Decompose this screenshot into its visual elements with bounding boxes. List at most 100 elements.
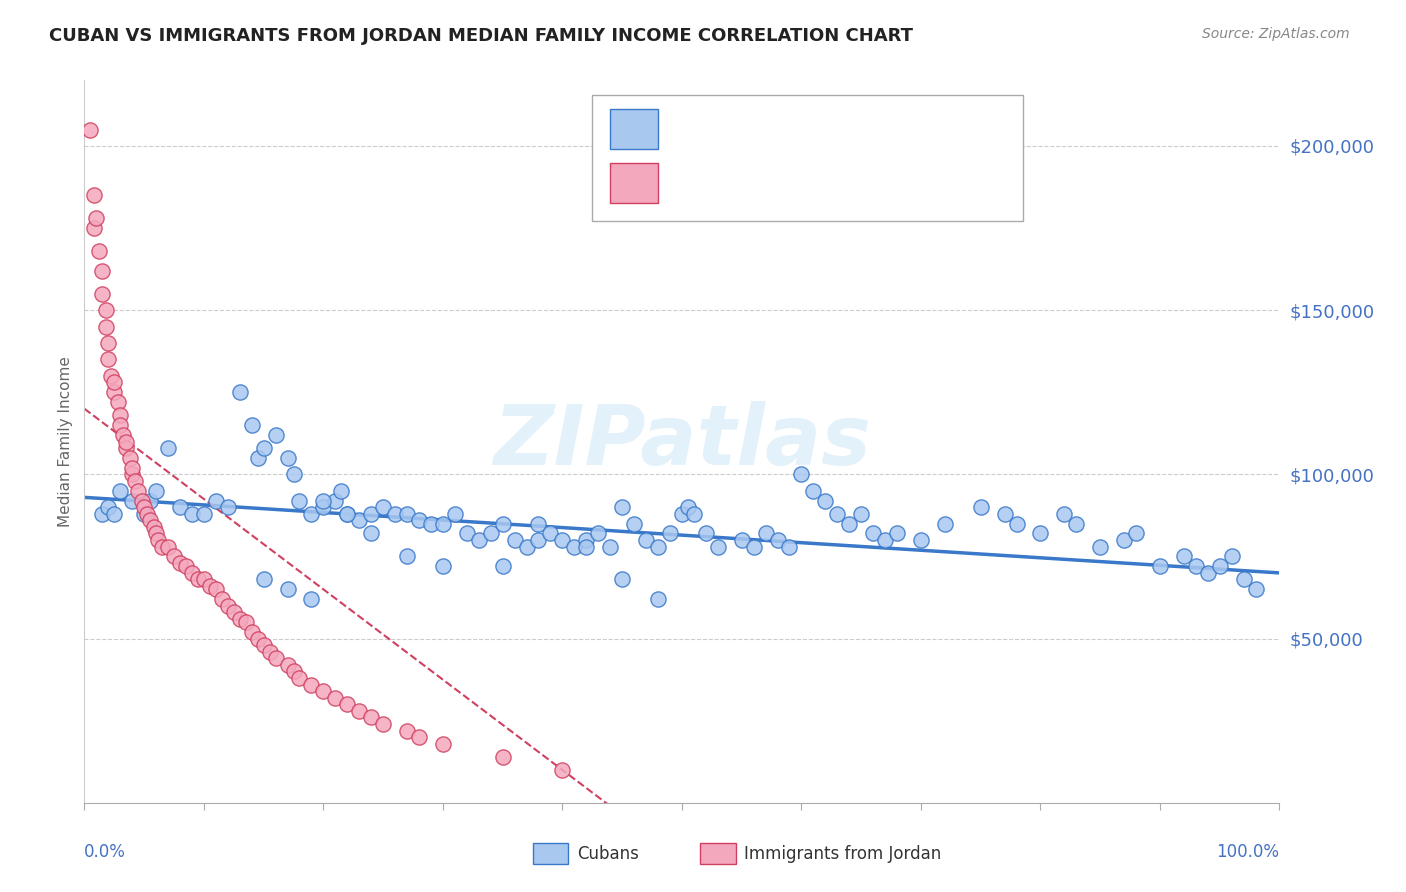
Point bbox=[851, 507, 873, 521]
Point bbox=[875, 533, 897, 547]
Point bbox=[181, 566, 204, 580]
Point bbox=[222, 605, 245, 619]
Point bbox=[492, 516, 515, 531]
Point bbox=[121, 460, 143, 475]
Point bbox=[479, 526, 502, 541]
Point bbox=[132, 500, 156, 515]
Point bbox=[91, 264, 114, 278]
Point bbox=[790, 467, 813, 482]
Point bbox=[349, 513, 371, 527]
Point bbox=[283, 467, 305, 482]
Text: R =: R = bbox=[671, 175, 707, 193]
Point bbox=[456, 526, 478, 541]
Point bbox=[432, 737, 454, 751]
Point bbox=[623, 516, 645, 531]
Point bbox=[862, 526, 884, 541]
Point bbox=[1090, 540, 1112, 554]
Text: Source: ZipAtlas.com: Source: ZipAtlas.com bbox=[1202, 27, 1350, 41]
Point bbox=[503, 533, 526, 547]
Point bbox=[198, 579, 221, 593]
Point bbox=[360, 710, 382, 724]
Text: CUBAN VS IMMIGRANTS FROM JORDAN MEDIAN FAMILY INCOME CORRELATION CHART: CUBAN VS IMMIGRANTS FROM JORDAN MEDIAN F… bbox=[49, 27, 914, 45]
Point bbox=[336, 507, 359, 521]
Point bbox=[707, 540, 730, 554]
Text: N =: N = bbox=[849, 175, 889, 193]
Point bbox=[1066, 516, 1088, 531]
Point bbox=[827, 507, 849, 521]
Point bbox=[193, 507, 215, 521]
Point bbox=[79, 122, 101, 136]
Point bbox=[527, 533, 550, 547]
Point bbox=[127, 483, 149, 498]
Point bbox=[97, 352, 120, 367]
Point bbox=[217, 599, 239, 613]
Point bbox=[111, 428, 134, 442]
Point bbox=[695, 526, 717, 541]
Point bbox=[575, 533, 598, 547]
Point bbox=[373, 500, 395, 515]
Point bbox=[683, 507, 706, 521]
Point bbox=[253, 638, 276, 652]
Point bbox=[994, 507, 1017, 521]
Point bbox=[240, 625, 263, 640]
Point bbox=[253, 441, 276, 455]
Point bbox=[1005, 516, 1028, 531]
Text: 67: 67 bbox=[910, 175, 936, 193]
Point bbox=[229, 385, 252, 400]
Point bbox=[240, 418, 263, 433]
Point bbox=[181, 507, 204, 521]
Point bbox=[115, 441, 138, 455]
Point bbox=[599, 540, 621, 554]
Text: -0.213: -0.213 bbox=[735, 175, 792, 193]
Point bbox=[516, 540, 538, 554]
Point bbox=[139, 513, 162, 527]
Point bbox=[432, 559, 454, 574]
Point bbox=[187, 573, 209, 587]
Point bbox=[492, 559, 515, 574]
Point bbox=[131, 493, 153, 508]
Point bbox=[647, 540, 669, 554]
Point bbox=[121, 493, 143, 508]
Point bbox=[540, 526, 562, 541]
Point bbox=[360, 507, 382, 521]
Point bbox=[612, 573, 634, 587]
Point bbox=[970, 500, 993, 515]
Point bbox=[97, 336, 120, 351]
Point bbox=[94, 319, 117, 334]
Point bbox=[1053, 507, 1076, 521]
Point bbox=[325, 690, 347, 705]
Point bbox=[283, 665, 305, 679]
Point bbox=[277, 657, 299, 672]
Point bbox=[163, 549, 186, 564]
FancyBboxPatch shape bbox=[610, 109, 658, 149]
Text: 100.0%: 100.0% bbox=[1216, 843, 1279, 861]
Text: 0.0%: 0.0% bbox=[84, 843, 127, 861]
Point bbox=[612, 500, 634, 515]
Point bbox=[814, 493, 837, 508]
Point bbox=[312, 684, 335, 698]
Point bbox=[139, 493, 162, 508]
Point bbox=[100, 368, 122, 383]
Point bbox=[301, 507, 323, 521]
Point bbox=[588, 526, 610, 541]
Point bbox=[325, 493, 347, 508]
Text: -0.220: -0.220 bbox=[735, 119, 792, 136]
Point bbox=[1173, 549, 1195, 564]
Text: ZIPatlas: ZIPatlas bbox=[494, 401, 870, 482]
Point bbox=[1149, 559, 1171, 574]
Point bbox=[157, 441, 180, 455]
Point bbox=[766, 533, 789, 547]
Point bbox=[934, 516, 956, 531]
Point bbox=[1233, 573, 1256, 587]
Point bbox=[193, 573, 215, 587]
Point bbox=[288, 493, 311, 508]
Point bbox=[468, 533, 491, 547]
Point bbox=[145, 526, 167, 541]
Point bbox=[301, 677, 323, 691]
Point bbox=[110, 409, 132, 423]
Point bbox=[91, 507, 114, 521]
Point bbox=[277, 582, 299, 597]
Point bbox=[803, 483, 825, 498]
Point bbox=[288, 671, 311, 685]
Point bbox=[121, 467, 143, 482]
